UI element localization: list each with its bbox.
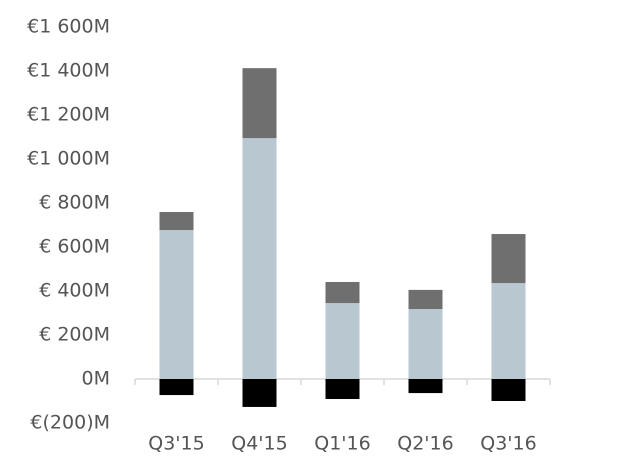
bar-segment bbox=[491, 379, 526, 401]
bar-segment bbox=[408, 309, 443, 379]
x-tick-label: Q3'15 bbox=[148, 433, 204, 455]
x-tick-label: Q3'16 bbox=[480, 433, 536, 455]
x-tick-label: Q2'16 bbox=[397, 433, 453, 455]
bar-segment bbox=[491, 283, 526, 379]
bar-segment bbox=[325, 379, 360, 400]
bar-segment bbox=[325, 303, 360, 379]
x-tick-label: Q1'16 bbox=[314, 433, 370, 455]
bar-segment bbox=[242, 138, 277, 379]
bar-segment bbox=[159, 230, 194, 379]
y-tick-label: € 200M bbox=[39, 324, 110, 346]
x-tick-label: Q4'15 bbox=[231, 433, 287, 455]
y-tick-label: €1 600M bbox=[27, 16, 110, 38]
bar-segment bbox=[159, 379, 194, 396]
bar-segment bbox=[242, 379, 277, 407]
y-tick-label: 0M bbox=[82, 368, 110, 390]
bar-segment bbox=[408, 289, 443, 310]
bar-segment bbox=[242, 68, 277, 139]
bar-segment bbox=[159, 212, 194, 231]
y-tick-label: €1 400M bbox=[27, 60, 110, 82]
bar-segment bbox=[325, 281, 360, 304]
y-tick-label: € 600M bbox=[39, 236, 110, 258]
bar-segment bbox=[408, 379, 443, 394]
y-tick-label: €(200)M bbox=[30, 412, 110, 434]
y-tick-label: € 400M bbox=[39, 280, 110, 302]
y-tick-label: €1 200M bbox=[27, 104, 110, 126]
y-tick-label: €1 000M bbox=[27, 148, 110, 170]
bar-segment bbox=[491, 234, 526, 284]
y-tick-label: € 800M bbox=[39, 192, 110, 214]
